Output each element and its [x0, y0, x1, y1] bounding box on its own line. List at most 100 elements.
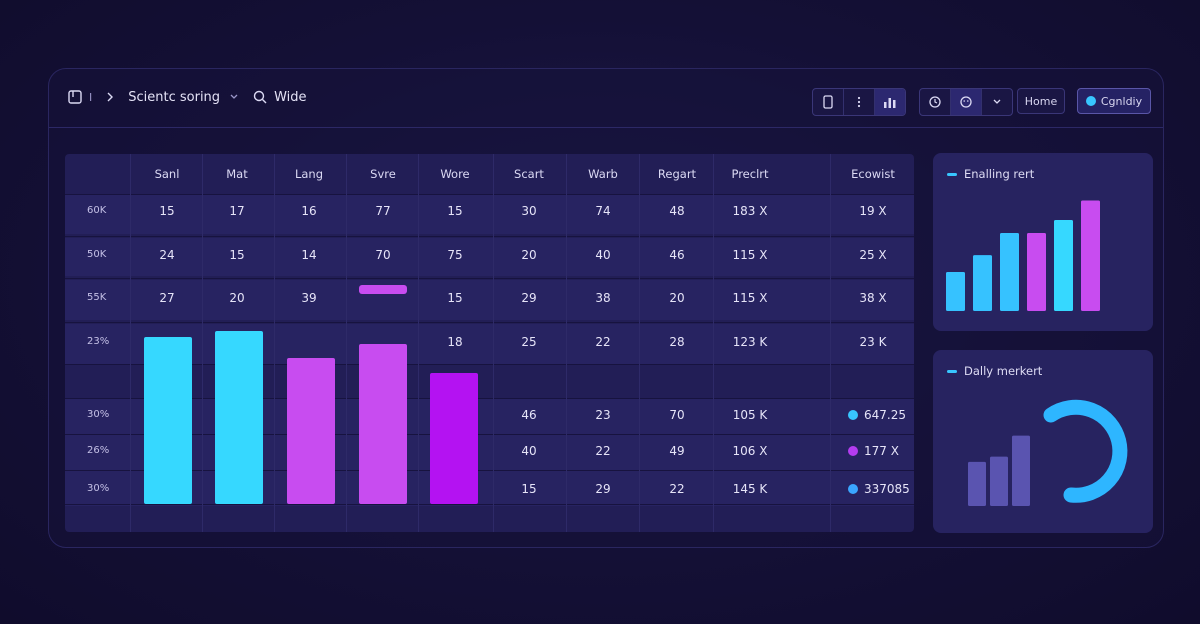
- table-cell[interactable]: 123 K: [732, 335, 768, 349]
- table-cell[interactable]: 28: [669, 335, 685, 349]
- table-cell[interactable]: 15: [447, 204, 463, 218]
- primary-action-label: Cgnldiy: [1100, 94, 1143, 108]
- column-header[interactable]: Lang: [294, 167, 324, 181]
- table-cell[interactable]: 22: [595, 335, 611, 349]
- row-band: [65, 238, 914, 276]
- table-cell[interactable]: 19 X: [859, 204, 887, 218]
- table-cell[interactable]: 38 X: [859, 291, 887, 305]
- table-cell[interactable]: 77: [375, 204, 391, 218]
- table-cell[interactable]: 30: [521, 204, 537, 218]
- chevron-down-icon[interactable]: [226, 89, 242, 105]
- table-cell[interactable]: 49: [669, 444, 685, 458]
- marker-bar[interactable]: [359, 285, 407, 294]
- table-cell[interactable]: 25 X: [859, 248, 887, 262]
- row-divider: [65, 322, 914, 323]
- legend-label: 177 X: [864, 444, 899, 458]
- column-bar[interactable]: [430, 372, 478, 504]
- table-cell[interactable]: 24: [159, 248, 175, 262]
- enalling-bar[interactable]: [973, 255, 992, 311]
- column-header[interactable]: Regart: [657, 167, 697, 181]
- primary-action-button[interactable]: Cgnldiy: [1077, 88, 1151, 114]
- table-cell[interactable]: 20: [229, 291, 245, 305]
- column-header[interactable]: Ecowist: [851, 167, 895, 181]
- daily-bar[interactable]: [1012, 435, 1030, 506]
- table-cell[interactable]: 20: [521, 248, 537, 262]
- donut-arc[interactable]: [1043, 399, 1128, 503]
- search-label[interactable]: Wide: [274, 89, 307, 105]
- column-bar[interactable]: [215, 331, 263, 504]
- column-bar[interactable]: [144, 336, 192, 504]
- breadcrumb: I Scientc soring Wide: [67, 89, 307, 105]
- table-cell[interactable]: 15: [229, 248, 245, 262]
- device-view-button[interactable]: [813, 89, 844, 115]
- table-cell[interactable]: 106 X: [732, 444, 768, 458]
- more-options-button[interactable]: [844, 89, 875, 115]
- table-cell[interactable]: 15: [447, 291, 463, 305]
- column-header[interactable]: Warb: [588, 167, 618, 181]
- table-cell[interactable]: 23 K: [859, 335, 887, 349]
- history-button[interactable]: [920, 89, 951, 115]
- column-header[interactable]: Wore: [440, 167, 470, 181]
- table-cell[interactable]: 40: [521, 444, 537, 458]
- enalling-bar[interactable]: [1081, 200, 1100, 312]
- enalling-bar[interactable]: [1027, 233, 1046, 311]
- legend-item: 337085: [848, 482, 910, 496]
- table-cell[interactable]: 75: [447, 248, 463, 262]
- table-cell[interactable]: 40: [595, 248, 611, 262]
- table-cell[interactable]: 39: [301, 291, 317, 305]
- home-button[interactable]: Home: [1017, 88, 1065, 114]
- table-cell[interactable]: 25: [521, 335, 537, 349]
- table-cell[interactable]: 22: [595, 444, 611, 458]
- enalling-bar[interactable]: [1000, 233, 1019, 311]
- table-cell[interactable]: 20: [669, 291, 685, 305]
- table-cell[interactable]: 46: [521, 408, 537, 422]
- table-cell[interactable]: 48: [669, 204, 685, 218]
- table-cell[interactable]: 23: [595, 408, 611, 422]
- column-header[interactable]: Preclrt: [731, 167, 769, 181]
- legend-label: 647.25: [864, 408, 906, 422]
- table-cell[interactable]: 17: [229, 204, 245, 218]
- table-cell[interactable]: 115 X: [732, 248, 768, 262]
- profile-button[interactable]: [951, 89, 982, 115]
- table-cell[interactable]: 27: [159, 291, 175, 305]
- dropdown-button[interactable]: [982, 89, 1012, 115]
- table-cell[interactable]: 145 K: [732, 482, 768, 496]
- table-cell[interactable]: 38: [595, 291, 611, 305]
- table-cell[interactable]: 46: [669, 248, 685, 262]
- column-header[interactable]: Svre: [370, 167, 396, 181]
- column-divider: [346, 154, 347, 532]
- table-cell[interactable]: 105 K: [732, 408, 768, 422]
- enalling-bar[interactable]: [946, 272, 965, 311]
- legend-item: 177 X: [848, 444, 899, 458]
- row-band: [65, 436, 914, 472]
- daily-bar[interactable]: [990, 456, 1008, 506]
- table-cell[interactable]: 29: [521, 291, 537, 305]
- enalling-title: Enalling rert: [964, 167, 1035, 181]
- table-cell[interactable]: 183 X: [732, 204, 768, 218]
- chart-view-button[interactable]: [875, 89, 905, 115]
- table-cell[interactable]: 70: [375, 248, 391, 262]
- table-cell[interactable]: 74: [595, 204, 611, 218]
- column-header[interactable]: Scart: [514, 167, 544, 181]
- table-cell[interactable]: 15: [521, 482, 537, 496]
- row-divider: [65, 278, 914, 279]
- table-cell[interactable]: 15: [159, 204, 175, 218]
- daily-bar[interactable]: [968, 461, 986, 506]
- column-bar[interactable]: [359, 344, 407, 504]
- legend-label: 337085: [864, 482, 910, 496]
- table-cell[interactable]: 115 X: [732, 291, 768, 305]
- app-name[interactable]: Scientc soring: [128, 89, 221, 105]
- table-cell[interactable]: 22: [669, 482, 685, 496]
- column-header[interactable]: Sanl: [154, 167, 180, 181]
- search-icon[interactable]: [252, 89, 268, 105]
- column-header[interactable]: Mat: [226, 167, 248, 181]
- enalling-bar[interactable]: [1054, 220, 1073, 311]
- table-cell[interactable]: 29: [595, 482, 611, 496]
- column-bar[interactable]: [287, 357, 335, 504]
- table-cell[interactable]: 70: [669, 408, 685, 422]
- table-cell[interactable]: 18: [447, 335, 463, 349]
- table-cell[interactable]: 16: [301, 204, 317, 218]
- book-icon[interactable]: [67, 89, 83, 105]
- table-cell[interactable]: 14: [301, 248, 317, 262]
- top-toolbar: I Scientc soring Wide: [49, 69, 1163, 128]
